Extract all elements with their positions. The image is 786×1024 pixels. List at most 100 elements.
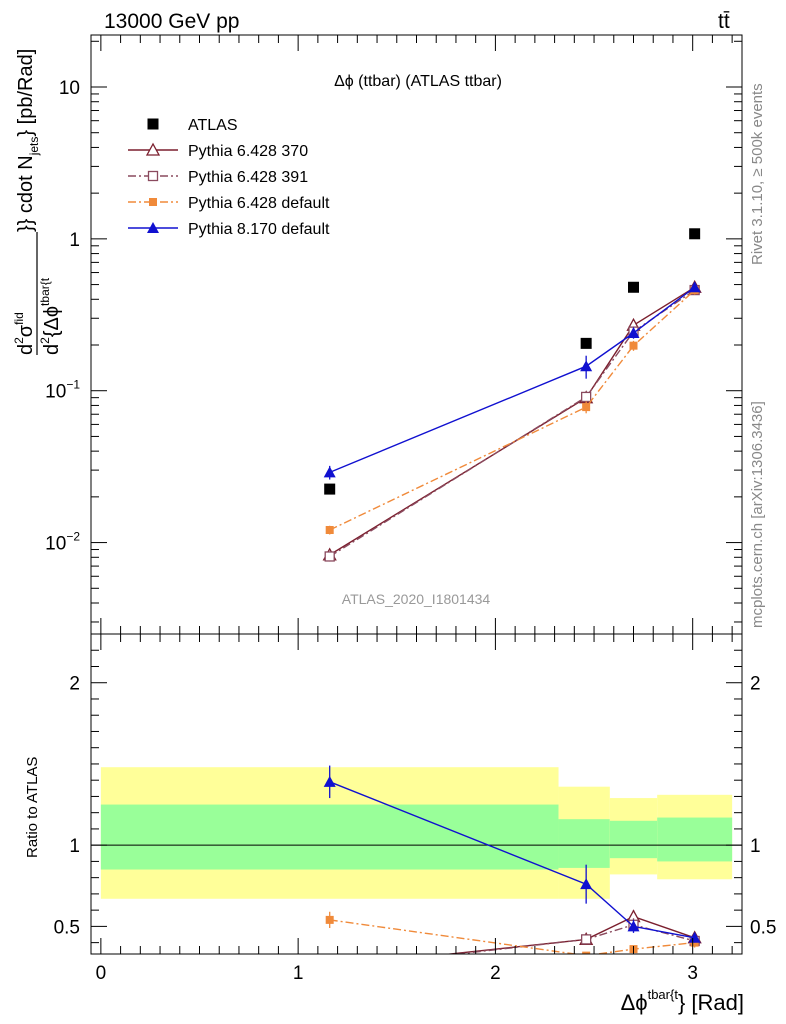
- ratio-data-point: [325, 915, 334, 924]
- ylabel-unit: } [pb/Rad]: [15, 49, 37, 137]
- legend-marker: [147, 118, 159, 130]
- main-series-2: [324, 284, 700, 562]
- legend-marker: [149, 198, 157, 206]
- main-y-tick-base: 10: [59, 78, 80, 99]
- ratio-y-tick-label: 1: [69, 836, 80, 857]
- svg-text:d2σfid: d2σfid: [12, 312, 37, 355]
- ratio-band-green: [100, 804, 559, 870]
- legend-marker: [145, 142, 161, 156]
- legend-marker: [147, 170, 159, 182]
- svg-text:d2{Δϕtbar{t: d2{Δϕtbar{t: [38, 277, 63, 355]
- ylabel-num-base: d: [15, 344, 37, 355]
- main-series-group: [322, 228, 702, 562]
- svg-text:}} cdot Njets} [pb/Rad]: }} cdot Njets} [pb/Rad]: [15, 49, 41, 232]
- ylabel-den-var-sup: tbar{t: [38, 277, 52, 306]
- ratio-x-tick-label: 2: [490, 963, 501, 984]
- main-y-tick-label: 10−2: [45, 530, 80, 555]
- main-y-tick-label: 10−1: [45, 378, 80, 403]
- legend-label: Pythia 6.428 default: [188, 195, 330, 212]
- main-series-line: [329, 286, 696, 474]
- ratio-series-0: [324, 909, 702, 972]
- legend: ATLAS Pythia 6.428 370 Pythia 6.428 391 Pyt…: [128, 117, 330, 238]
- main-y-tick-base: 10: [45, 534, 66, 555]
- ratio-data-point: [323, 775, 336, 787]
- ylabel-num-sigma: σ: [15, 324, 37, 337]
- main-y-tick-base: 10: [45, 382, 66, 403]
- main-data-point: [581, 391, 592, 403]
- xlabel-sup: tbar{t: [648, 987, 679, 1002]
- process-label: tt̄: [718, 10, 730, 33]
- main-series-0: [324, 228, 701, 495]
- main-plot-watermark: ATLAS_2020_I1801434: [342, 591, 491, 607]
- energy-label: 13000 GeV pp: [104, 10, 239, 33]
- main-series-1: [322, 279, 702, 561]
- main-data-point: [325, 526, 334, 535]
- ratio-band-green: [609, 820, 658, 859]
- main-data-point: [580, 337, 592, 349]
- main-series-3: [325, 285, 699, 535]
- main-y-tick-exp: −1: [66, 378, 80, 392]
- ratio-y-tick-label-right: 0.5: [750, 917, 776, 938]
- ratio-y-axis-label: Ratio to ATLAS: [24, 757, 41, 858]
- ratio-data-point: [325, 964, 334, 973]
- legend-label: Pythia 8.170 default: [188, 221, 330, 238]
- main-data-point: [627, 326, 640, 338]
- ratio-band-green: [657, 817, 733, 862]
- main-series-4: [323, 281, 701, 480]
- ylabel-den-sup: 2: [38, 337, 52, 344]
- legend-marker: [147, 222, 159, 233]
- mcplots-label: mcplots.cern.ch [arXiv:1306.3436]: [749, 401, 766, 628]
- legend-label: ATLAS: [188, 117, 238, 134]
- ratio-data-point: [580, 878, 593, 890]
- main-plot-title: Δϕ (ttbar) (ATLAS ttbar): [334, 73, 502, 90]
- ratio-x-axis-label: Δϕtbar{t} [Rad]: [621, 987, 744, 1015]
- ratio-y-tick-label-right: 2: [750, 674, 761, 695]
- ratio-series-line: [443, 915, 695, 954]
- main-data-point: [324, 551, 335, 562]
- xlabel-unit: } [Rad]: [678, 990, 744, 1015]
- main-data-point: [324, 483, 336, 495]
- ratio-data-point: [581, 934, 592, 945]
- ratio-x-tick-label: 1: [293, 963, 304, 984]
- ratio-x-tick-label: 3: [687, 963, 698, 984]
- ratio-plot-ticks: 0.5 0.5 1 1 2 2 0 1 2 3: [54, 634, 776, 984]
- ylabel-rest: }} cdot N: [15, 155, 37, 232]
- main-series-line: [329, 289, 696, 531]
- ratio-series-2: [325, 911, 699, 954]
- main-data-point: [628, 281, 639, 293]
- main-plot-content: [322, 228, 702, 562]
- ratio-series-line: [451, 924, 695, 954]
- ratio-x-tick-label: 0: [96, 963, 107, 984]
- main-data-point: [688, 281, 701, 293]
- ratio-data-point: [627, 920, 640, 932]
- main-y-tick-label: 1: [69, 230, 80, 251]
- ratio-data-point: [688, 931, 701, 943]
- ratio-data-point: [324, 961, 336, 972]
- main-y-axis-label: d2σfid d2{Δϕtbar{t }} cdot Njets} [pb/Ra…: [12, 49, 63, 355]
- main-data-point: [323, 466, 336, 478]
- ratio-band-green: [558, 819, 610, 868]
- ratio-plot-content: [91, 765, 742, 973]
- main-data-point: [582, 403, 591, 412]
- ratio-group: [91, 765, 742, 973]
- ratio-y-tick-label: 2: [69, 674, 80, 695]
- xlabel-base: Δϕ: [621, 990, 648, 1015]
- main-data-point: [629, 341, 638, 350]
- ratio-series-line: [329, 781, 695, 939]
- ylabel-num-sup1: 2: [12, 337, 26, 344]
- ratio-plot-panel: 0.5 0.5 1 1 2 2 0 1 2 3 Ratio to ATLAS Δϕtbar{t} …: [24, 633, 776, 1015]
- main-y-tick-base: 1: [69, 230, 80, 251]
- legend-label: Pythia 6.428 391: [188, 169, 308, 186]
- legend-label: Pythia 6.428 370: [188, 143, 308, 160]
- ratio-data-point: [582, 951, 591, 954]
- ylabel-sub: jets: [27, 137, 41, 157]
- ylabel-den-base: d: [41, 344, 63, 355]
- main-data-point: [689, 228, 701, 240]
- main-y-tick-label: 10: [59, 78, 80, 99]
- ratio-series-line: [329, 919, 695, 954]
- main-data-point: [580, 360, 593, 372]
- ratio-y-tick-label: 0.5: [54, 917, 80, 938]
